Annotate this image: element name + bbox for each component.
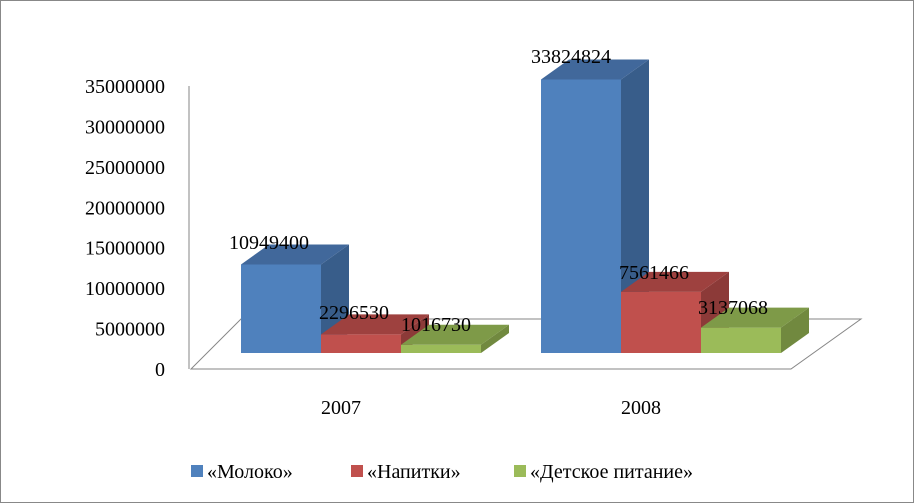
data-label: 7561466 [619, 262, 689, 284]
bar-front [241, 264, 321, 353]
legend-swatch [351, 465, 363, 477]
bar-front [701, 327, 781, 353]
data-label: 3137068 [698, 297, 768, 319]
x-tick-label: 2007 [321, 397, 361, 419]
bar-top [541, 59, 649, 80]
y-tick-label: 0 [155, 359, 165, 381]
bar-top [401, 324, 509, 345]
y-tick-label: 30000000 [85, 116, 165, 138]
legend-swatch [514, 465, 526, 477]
bar-front [621, 291, 701, 353]
y-tick-label: 5000000 [95, 319, 165, 341]
data-label: 10949400 [229, 232, 309, 254]
bar-top [621, 271, 729, 292]
data-label: 2296530 [319, 302, 389, 324]
x-tick-label: 2008 [621, 397, 661, 419]
bar-front [401, 344, 481, 353]
legend-label: «Напитки» [367, 461, 461, 483]
y-tick-label: 10000000 [85, 278, 165, 300]
bar-front [541, 79, 621, 353]
bar-front [321, 334, 401, 353]
bar-top [321, 314, 429, 335]
y-tick-label: 35000000 [85, 76, 165, 98]
bar-top [701, 307, 809, 328]
bar-top [241, 244, 349, 265]
y-tick-label: 15000000 [85, 238, 165, 260]
y-tick-label: 20000000 [85, 197, 165, 219]
bar-side [481, 324, 509, 353]
legend-label: «Детское питание» [530, 461, 693, 483]
y-tick-label: 25000000 [85, 157, 165, 179]
legend-label: «Молоко» [207, 461, 293, 483]
bar-side [781, 307, 809, 353]
floor [189, 318, 863, 370]
legend-swatch [191, 465, 203, 477]
data-label: 1016730 [401, 314, 471, 336]
data-label: 33824824 [531, 46, 611, 68]
